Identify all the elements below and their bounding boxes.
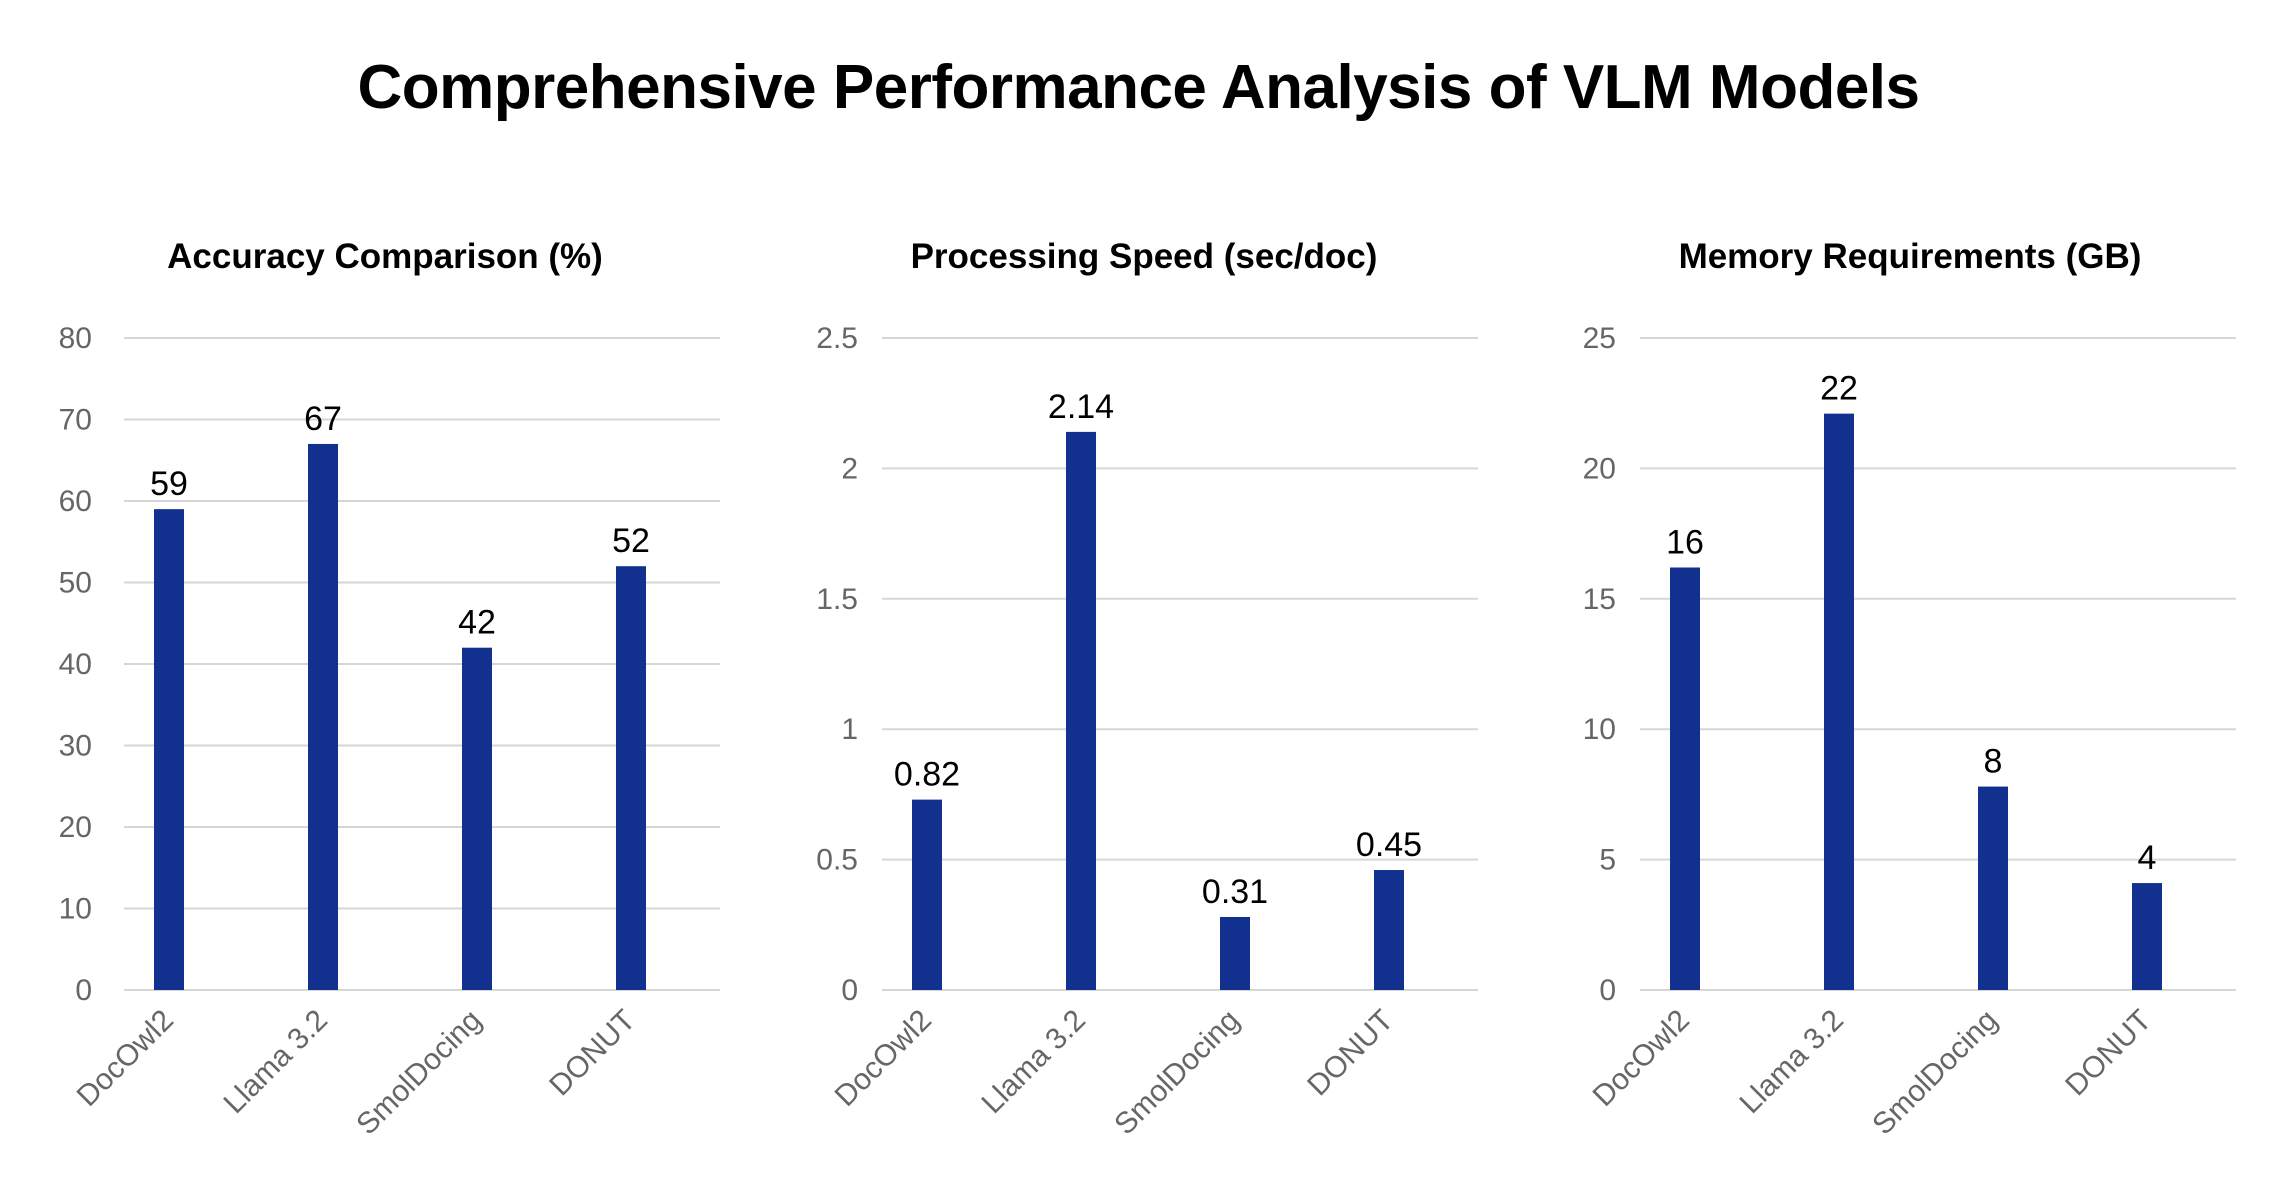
chart-panel-3: Memory Requirements (GB) 0 5 10 15 20 25 16 DocO… bbox=[1583, 237, 2236, 1141]
y-tick-label: 20 bbox=[1583, 452, 1616, 485]
y-tick-label: 15 bbox=[1583, 583, 1616, 616]
chart-title: Memory Requirements (GB) bbox=[1679, 237, 2142, 276]
bar-value-label: 8 bbox=[1984, 743, 2003, 781]
y-tick-label: 0.5 bbox=[816, 844, 858, 877]
bar-value-label: 4 bbox=[2138, 839, 2157, 877]
bar-donut bbox=[616, 566, 646, 990]
y-tick-label: 10 bbox=[59, 893, 92, 926]
bar-value-label: 0.45 bbox=[1356, 826, 1422, 864]
bar-smoldocing bbox=[462, 647, 492, 990]
bar-smoldocing bbox=[1220, 916, 1250, 990]
bar-docowl2 bbox=[912, 799, 942, 990]
y-tick-label: 70 bbox=[59, 404, 92, 437]
y-tick-label: 40 bbox=[59, 648, 92, 681]
x-category-label: Llama 3.2 bbox=[217, 1004, 333, 1120]
x-category-label: DONUT bbox=[2059, 1004, 2158, 1103]
x-category-label: SmolDocing bbox=[1866, 1004, 2004, 1142]
bar-value-label: 2.14 bbox=[1048, 388, 1114, 426]
bar-smoldocing bbox=[1978, 786, 2008, 990]
y-tick-label: 1 bbox=[841, 713, 858, 746]
bar-value-label: 22 bbox=[1820, 370, 1858, 408]
y-tick-label: 60 bbox=[59, 485, 92, 518]
y-tick-label: 0 bbox=[1599, 974, 1616, 1007]
bar-value-label: 52 bbox=[612, 522, 650, 560]
x-category-label: DocOwl2 bbox=[71, 1004, 180, 1113]
x-category-label: DONUT bbox=[1301, 1004, 1400, 1103]
y-tick-label: 50 bbox=[59, 567, 92, 600]
bar-value-label: 67 bbox=[304, 400, 342, 438]
y-tick-label: 20 bbox=[59, 811, 92, 844]
y-tick-label: 1.5 bbox=[816, 583, 858, 616]
y-tick-label: 30 bbox=[59, 730, 92, 763]
y-tick-label: 2.5 bbox=[816, 322, 858, 355]
chart-title: Accuracy Comparison (%) bbox=[167, 237, 603, 276]
bar-value-label: 42 bbox=[458, 604, 496, 642]
x-category-label: DONUT bbox=[543, 1004, 642, 1103]
bar-llama-3-2 bbox=[1066, 431, 1096, 990]
x-category-label: DocOwl2 bbox=[829, 1004, 938, 1113]
y-tick-label: 5 bbox=[1599, 844, 1616, 877]
chart-title: Processing Speed (sec/doc) bbox=[911, 237, 1378, 276]
chart-panel-1: Accuracy Comparison (%) 0 10 20 30 40 50 60 70 80… bbox=[59, 237, 720, 1141]
y-tick-label: 0 bbox=[75, 974, 92, 1007]
bar-docowl2 bbox=[1670, 567, 1700, 990]
bar-value-label: 59 bbox=[150, 465, 188, 503]
x-category-label: SmolDocing bbox=[1108, 1004, 1246, 1142]
x-category-label: SmolDocing bbox=[350, 1004, 488, 1142]
bar-donut bbox=[2132, 883, 2162, 990]
y-tick-label: 0 bbox=[841, 974, 858, 1007]
bar-llama-3-2 bbox=[1824, 413, 1854, 991]
chart-panel-2: Processing Speed (sec/doc) 0 0.5 1 1.5 2 2.5 0.… bbox=[816, 237, 1478, 1141]
bar-docowl2 bbox=[154, 509, 184, 990]
y-tick-label: 25 bbox=[1583, 322, 1616, 355]
bar-value-label: 16 bbox=[1666, 524, 1704, 562]
y-tick-label: 10 bbox=[1583, 713, 1616, 746]
y-tick-label: 80 bbox=[59, 322, 92, 355]
bar-value-label: 0.82 bbox=[894, 756, 960, 794]
bar-value-label: 0.31 bbox=[1202, 873, 1268, 911]
x-category-label: Llama 3.2 bbox=[975, 1004, 1091, 1120]
main-title: Comprehensive Performance Analysis of VL… bbox=[357, 53, 1920, 122]
y-tick-label: 2 bbox=[841, 452, 858, 485]
bar-donut bbox=[1374, 870, 1404, 990]
bar-llama-3-2 bbox=[308, 443, 338, 990]
x-category-label: DocOwl2 bbox=[1587, 1004, 1696, 1113]
x-category-label: Llama 3.2 bbox=[1733, 1004, 1849, 1120]
